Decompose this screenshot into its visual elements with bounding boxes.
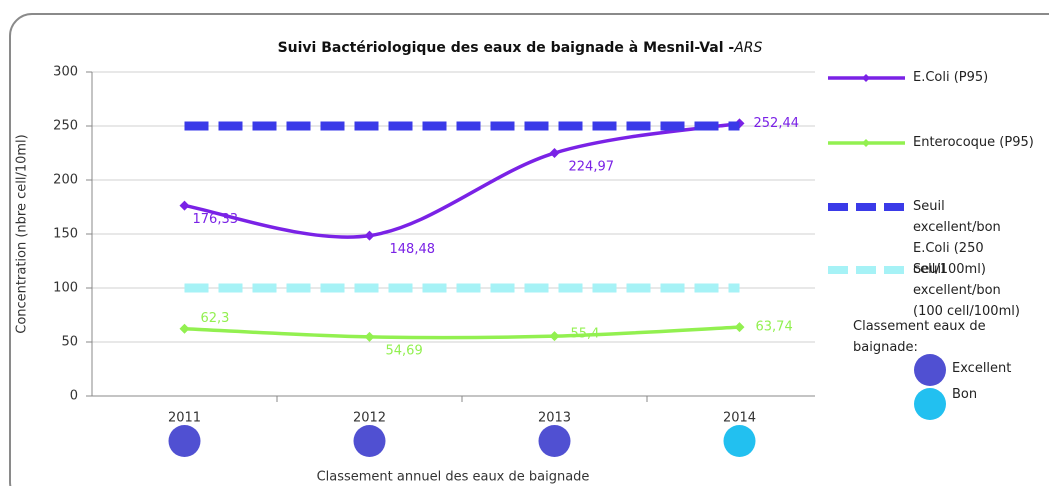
legend-marker	[862, 139, 870, 147]
title-italic: ARS	[733, 40, 762, 56]
x-tick-label: 2011	[168, 411, 201, 426]
y-axis-label: Concentration (nbre cell/10ml)	[15, 134, 30, 334]
x-tick-label: 2012	[353, 411, 386, 426]
classement-dot	[723, 425, 756, 457]
series-line	[184, 121, 740, 239]
value-label: 55,4	[571, 327, 600, 342]
y-tick-label: 0	[70, 389, 78, 404]
marker	[364, 331, 375, 342]
value-label: 148,48	[390, 242, 436, 257]
marker	[549, 331, 560, 342]
x-tick-label: 2013	[538, 411, 571, 426]
value-label: 176,33	[193, 212, 239, 227]
marker	[549, 148, 560, 159]
classement-title: Classement eaux de baignade:	[853, 319, 986, 355]
chart-title: Suivi Bactériologique des eaux de baigna…	[278, 40, 763, 56]
x-axis-label: Classement annuel des eaux de baignade	[317, 470, 590, 485]
classement-dot	[538, 425, 571, 457]
y-tick-label: 200	[53, 173, 78, 188]
classement-dot	[353, 425, 386, 457]
value-label: 224,97	[569, 160, 615, 175]
y-tick-label: 100	[53, 281, 78, 296]
y-tick-label: 150	[53, 227, 78, 242]
classement-dot	[168, 425, 201, 457]
x-tick-label: 2014	[723, 411, 756, 426]
legend-label: Seuil excellent/bon E.Coli (250 cell/100…	[913, 199, 1001, 277]
series-line	[184, 325, 740, 340]
legend-label: Enterocoque (P95)	[913, 135, 1034, 150]
legend-label: E.Coli (P95)	[913, 70, 989, 85]
legend-label: Seuil excellent/bon (100 cell/100ml)	[913, 262, 1020, 319]
marker	[179, 323, 190, 334]
class-legend-dot	[914, 388, 946, 420]
frame	[9, 13, 1049, 486]
y-tick-label: 50	[61, 335, 78, 350]
class-legend-dot	[914, 354, 946, 386]
title-main: Suivi Bactériologique des eaux de baigna…	[278, 40, 735, 56]
value-label: 62,3	[201, 311, 230, 326]
marker	[364, 230, 375, 241]
y-tick-label: 300	[53, 65, 78, 80]
value-label: 63,74	[756, 320, 793, 335]
legend-marker	[862, 74, 870, 82]
marker	[734, 322, 745, 333]
y-tick-label: 250	[53, 119, 78, 134]
class-legend-label: Bon	[952, 387, 978, 402]
marker	[179, 200, 190, 211]
value-label: 252,44	[754, 116, 800, 131]
value-label: 54,69	[386, 343, 423, 358]
class-legend-label: Excellent	[952, 361, 1012, 376]
